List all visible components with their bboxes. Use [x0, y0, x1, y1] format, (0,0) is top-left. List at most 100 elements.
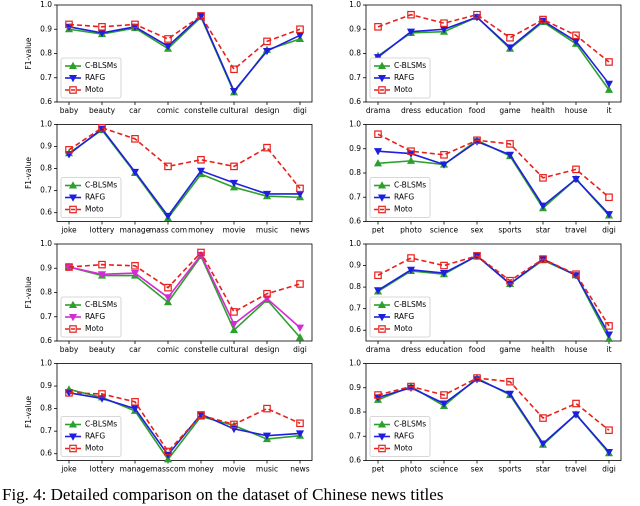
x-tick-label: pet [372, 465, 384, 474]
marker [373, 54, 383, 62]
x-tick-label: sex [471, 226, 484, 235]
legend-label: RAFG [85, 312, 105, 321]
legend-marker [377, 313, 387, 322]
series-line [377, 140, 610, 215]
y-tick-label: 0.7 [349, 192, 361, 201]
panel: 0.6 0.7 0.8 0.9 1.0 drama dress education food ga… [349, 239, 622, 354]
x-tick-label: digi [602, 465, 616, 474]
x-tick-label: movie [222, 226, 245, 235]
legend-marker [377, 194, 387, 202]
marker [407, 147, 415, 155]
legend-label: Moto [394, 444, 413, 453]
y-tick-label: 1.0 [349, 120, 361, 129]
x-tick-label: comic [157, 106, 179, 115]
series-line [68, 392, 301, 457]
marker [572, 31, 580, 40]
marker [230, 420, 238, 429]
legend-marker [68, 61, 78, 70]
series-line [68, 253, 301, 329]
marker [373, 148, 383, 156]
marker [473, 252, 481, 260]
legend-label: RAFG [394, 432, 414, 441]
marker [98, 23, 106, 31]
y-tick-label: 0.8 [40, 404, 52, 413]
y-tick-label: 1.0 [40, 359, 52, 368]
x-tick-label: constelle [184, 345, 218, 354]
marker [571, 411, 581, 419]
x-tick-label: digi [293, 345, 307, 354]
marker [296, 25, 304, 34]
marker [505, 44, 515, 52]
marker [229, 325, 239, 334]
x-tick-label: dress [401, 345, 421, 354]
legend-label: C-BLSMs [394, 61, 426, 70]
marker [164, 35, 172, 43]
series-line [68, 251, 301, 313]
x-tick-label: house [565, 106, 588, 115]
y-tick-label: 0.7 [40, 312, 52, 321]
marker [572, 399, 580, 408]
marker [604, 211, 614, 219]
x-tick-label: digi [602, 226, 616, 235]
marker [572, 270, 580, 278]
x-tick-label: money [188, 226, 214, 235]
marker [604, 448, 614, 457]
marker [131, 20, 139, 29]
marker [406, 266, 416, 275]
x-tick-label: beauty [89, 345, 116, 354]
y-tick-label: 0.7 [349, 73, 361, 82]
y-tick-label: 0.9 [349, 144, 361, 153]
x-tick-label: photo [400, 465, 422, 474]
legend-marker [68, 181, 78, 189]
y-tick-label: 0.7 [40, 426, 52, 435]
marker [263, 289, 271, 298]
x-tick-label: comic [157, 345, 179, 354]
marker [440, 19, 448, 27]
marker [374, 130, 382, 139]
x-tick-label: masscom [150, 465, 186, 474]
x-tick-label: drama [366, 345, 390, 354]
marker [440, 391, 448, 399]
series-line [68, 14, 301, 71]
x-tick-label: education [425, 106, 462, 115]
marker [506, 276, 514, 285]
y-tick-label: 0.9 [40, 142, 52, 151]
legend-marker [378, 444, 386, 453]
legend-marker [68, 420, 78, 428]
x-tick-label: news [290, 465, 310, 474]
series-line [377, 16, 610, 85]
y-tick-label: 0.8 [349, 168, 361, 177]
x-tick-label: travel [565, 465, 587, 474]
y-tick-label: 0.6 [40, 336, 52, 345]
y-tick-label: 0.6 [349, 325, 361, 334]
marker [262, 190, 272, 199]
marker [440, 151, 448, 159]
legend-marker [377, 61, 387, 70]
marker [130, 270, 140, 278]
marker [164, 162, 172, 171]
marker [407, 382, 415, 391]
legend-label: Moto [85, 324, 104, 333]
legend-marker [378, 205, 386, 214]
marker [65, 263, 73, 271]
marker [407, 254, 415, 262]
panel: 0.6 0.7 0.8 0.9 1.0 baby beauty car comic constel… [24, 0, 313, 115]
marker [506, 140, 514, 148]
caption: Fig. 4: Detailed comparison on the datas… [2, 485, 443, 504]
x-tick-label: game [499, 345, 521, 354]
marker [506, 33, 514, 42]
x-tick-label: joke [60, 465, 77, 474]
marker [163, 212, 173, 221]
marker [374, 271, 382, 280]
series-line [377, 13, 610, 63]
y-tick-label: 0.9 [349, 383, 361, 392]
x-tick-label: lottery [90, 465, 115, 474]
marker [605, 426, 613, 434]
legend-marker [378, 86, 386, 94]
marker [439, 400, 449, 408]
marker [163, 297, 173, 306]
y-axis-label: F1-value [24, 396, 33, 428]
series-line [68, 254, 301, 338]
